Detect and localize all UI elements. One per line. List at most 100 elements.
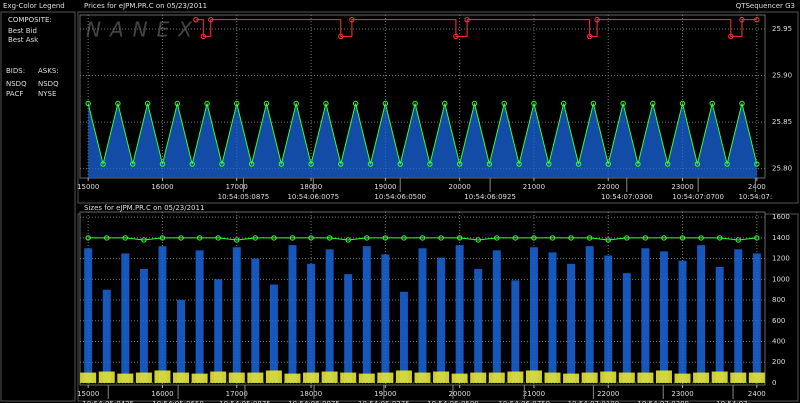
x-tick-label: 23000 — [671, 390, 693, 398]
size-bar — [173, 372, 190, 383]
size-marker — [661, 235, 667, 241]
x-tick-label: 2400 — [748, 183, 766, 191]
point-marker — [754, 161, 760, 167]
point-marker — [204, 100, 210, 107]
size-bar — [622, 273, 631, 383]
x-tick-label: 15000 — [77, 183, 99, 191]
point-marker — [189, 161, 195, 167]
point-marker — [635, 161, 641, 167]
size-marker — [475, 237, 481, 243]
y-tick-label: 25.85 — [772, 118, 792, 126]
x-tick-label: 18000 — [300, 183, 322, 191]
point-marker — [397, 161, 403, 167]
chart-title: Prices for eJPM.PR.C on 05/23/2011 — [84, 2, 207, 10]
point-marker — [664, 161, 671, 167]
point-marker — [709, 100, 715, 107]
x-tick-label: 22000 — [597, 390, 619, 398]
size-bar — [214, 279, 223, 383]
size-marker — [271, 235, 277, 241]
y-tick-label: 25.95 — [772, 25, 792, 33]
size-bar — [507, 371, 524, 383]
size-marker — [716, 235, 723, 241]
x-tick-label: 16000 — [151, 390, 173, 398]
point-marker — [594, 16, 600, 23]
size-bar — [362, 246, 371, 383]
size-marker — [549, 235, 556, 241]
size-bar — [488, 372, 505, 383]
point-marker — [338, 161, 344, 167]
point-marker — [694, 161, 701, 167]
point-marker — [349, 16, 355, 23]
size-bar — [734, 249, 743, 383]
size-bar — [641, 248, 650, 383]
time-tick-label: 10:54:05:0875 — [219, 400, 271, 403]
point-marker — [263, 100, 270, 107]
size-marker — [679, 235, 686, 241]
size-bar — [251, 258, 260, 383]
size-bar — [80, 372, 97, 383]
time-tick-label: 10:54:06:0925 — [464, 193, 516, 201]
y-tick-label: 1200 — [772, 255, 790, 263]
time-tick-label: 10:54:06:0500 — [374, 193, 426, 201]
size-bar — [678, 260, 687, 383]
size-marker — [345, 237, 351, 243]
time-tick-label: 10:54:05:0425 — [82, 400, 134, 403]
point-marker — [234, 100, 240, 107]
point-marker — [159, 161, 166, 167]
size-bar — [511, 280, 520, 383]
size-bar — [674, 373, 691, 383]
time-tick-label: 10:54:05:0875 — [218, 193, 270, 201]
legend-entry: Best Bid — [8, 27, 37, 35]
point-marker — [516, 161, 522, 167]
point-marker — [352, 100, 359, 107]
size-bar — [195, 250, 204, 383]
size-bar — [288, 245, 297, 383]
series-line — [195, 19, 757, 37]
y-tick-label: 25.90 — [772, 72, 792, 80]
size-bar — [325, 249, 334, 383]
point-marker — [728, 33, 734, 40]
size-bar — [563, 373, 580, 383]
size-bar — [604, 255, 613, 383]
x-tick-label: 21000 — [523, 390, 545, 398]
bid-area — [88, 103, 757, 178]
size-bar — [228, 372, 245, 383]
size-marker — [364, 235, 370, 241]
size-marker — [196, 235, 203, 241]
size-bar — [585, 246, 594, 383]
legend-title: Exg-Color Legend — [3, 2, 65, 10]
size-bar — [307, 263, 316, 383]
point-marker — [278, 161, 285, 167]
time-tick-label: 10:54:07: — [716, 400, 750, 403]
size-bar — [637, 372, 654, 383]
time-tick-label: 10:54:07:0300 — [601, 193, 653, 201]
legend-entry: Best Ask — [8, 36, 39, 44]
time-tick-label: 10:54:06:0075 — [288, 400, 340, 403]
time-tick-label: 10:54:07: — [738, 193, 772, 201]
size-bar — [474, 268, 483, 383]
size-bar — [529, 247, 538, 383]
point-marker — [486, 161, 493, 167]
point-marker — [144, 100, 151, 107]
y-tick-label: 0 — [772, 379, 776, 387]
time-tick-label: 10:54:07:0300 — [637, 400, 689, 403]
size-bar — [748, 372, 765, 383]
size-bar — [303, 372, 320, 383]
point-marker — [174, 100, 181, 107]
size-bar — [340, 372, 357, 383]
x-tick-label: 17000 — [226, 183, 248, 191]
legend-bids-label: BIDS: — [6, 67, 25, 75]
size-bar — [600, 371, 617, 383]
x-tick-label: 15000 — [77, 390, 99, 398]
size-bar — [659, 251, 668, 383]
point-marker — [308, 161, 314, 167]
point-marker — [367, 161, 374, 167]
point-marker — [754, 16, 760, 23]
series-line — [87, 103, 758, 165]
size-marker — [308, 235, 314, 241]
y-tick-label: 600 — [772, 317, 785, 325]
size-bar — [567, 263, 576, 383]
size-bar — [711, 371, 728, 383]
size-marker — [178, 235, 184, 241]
